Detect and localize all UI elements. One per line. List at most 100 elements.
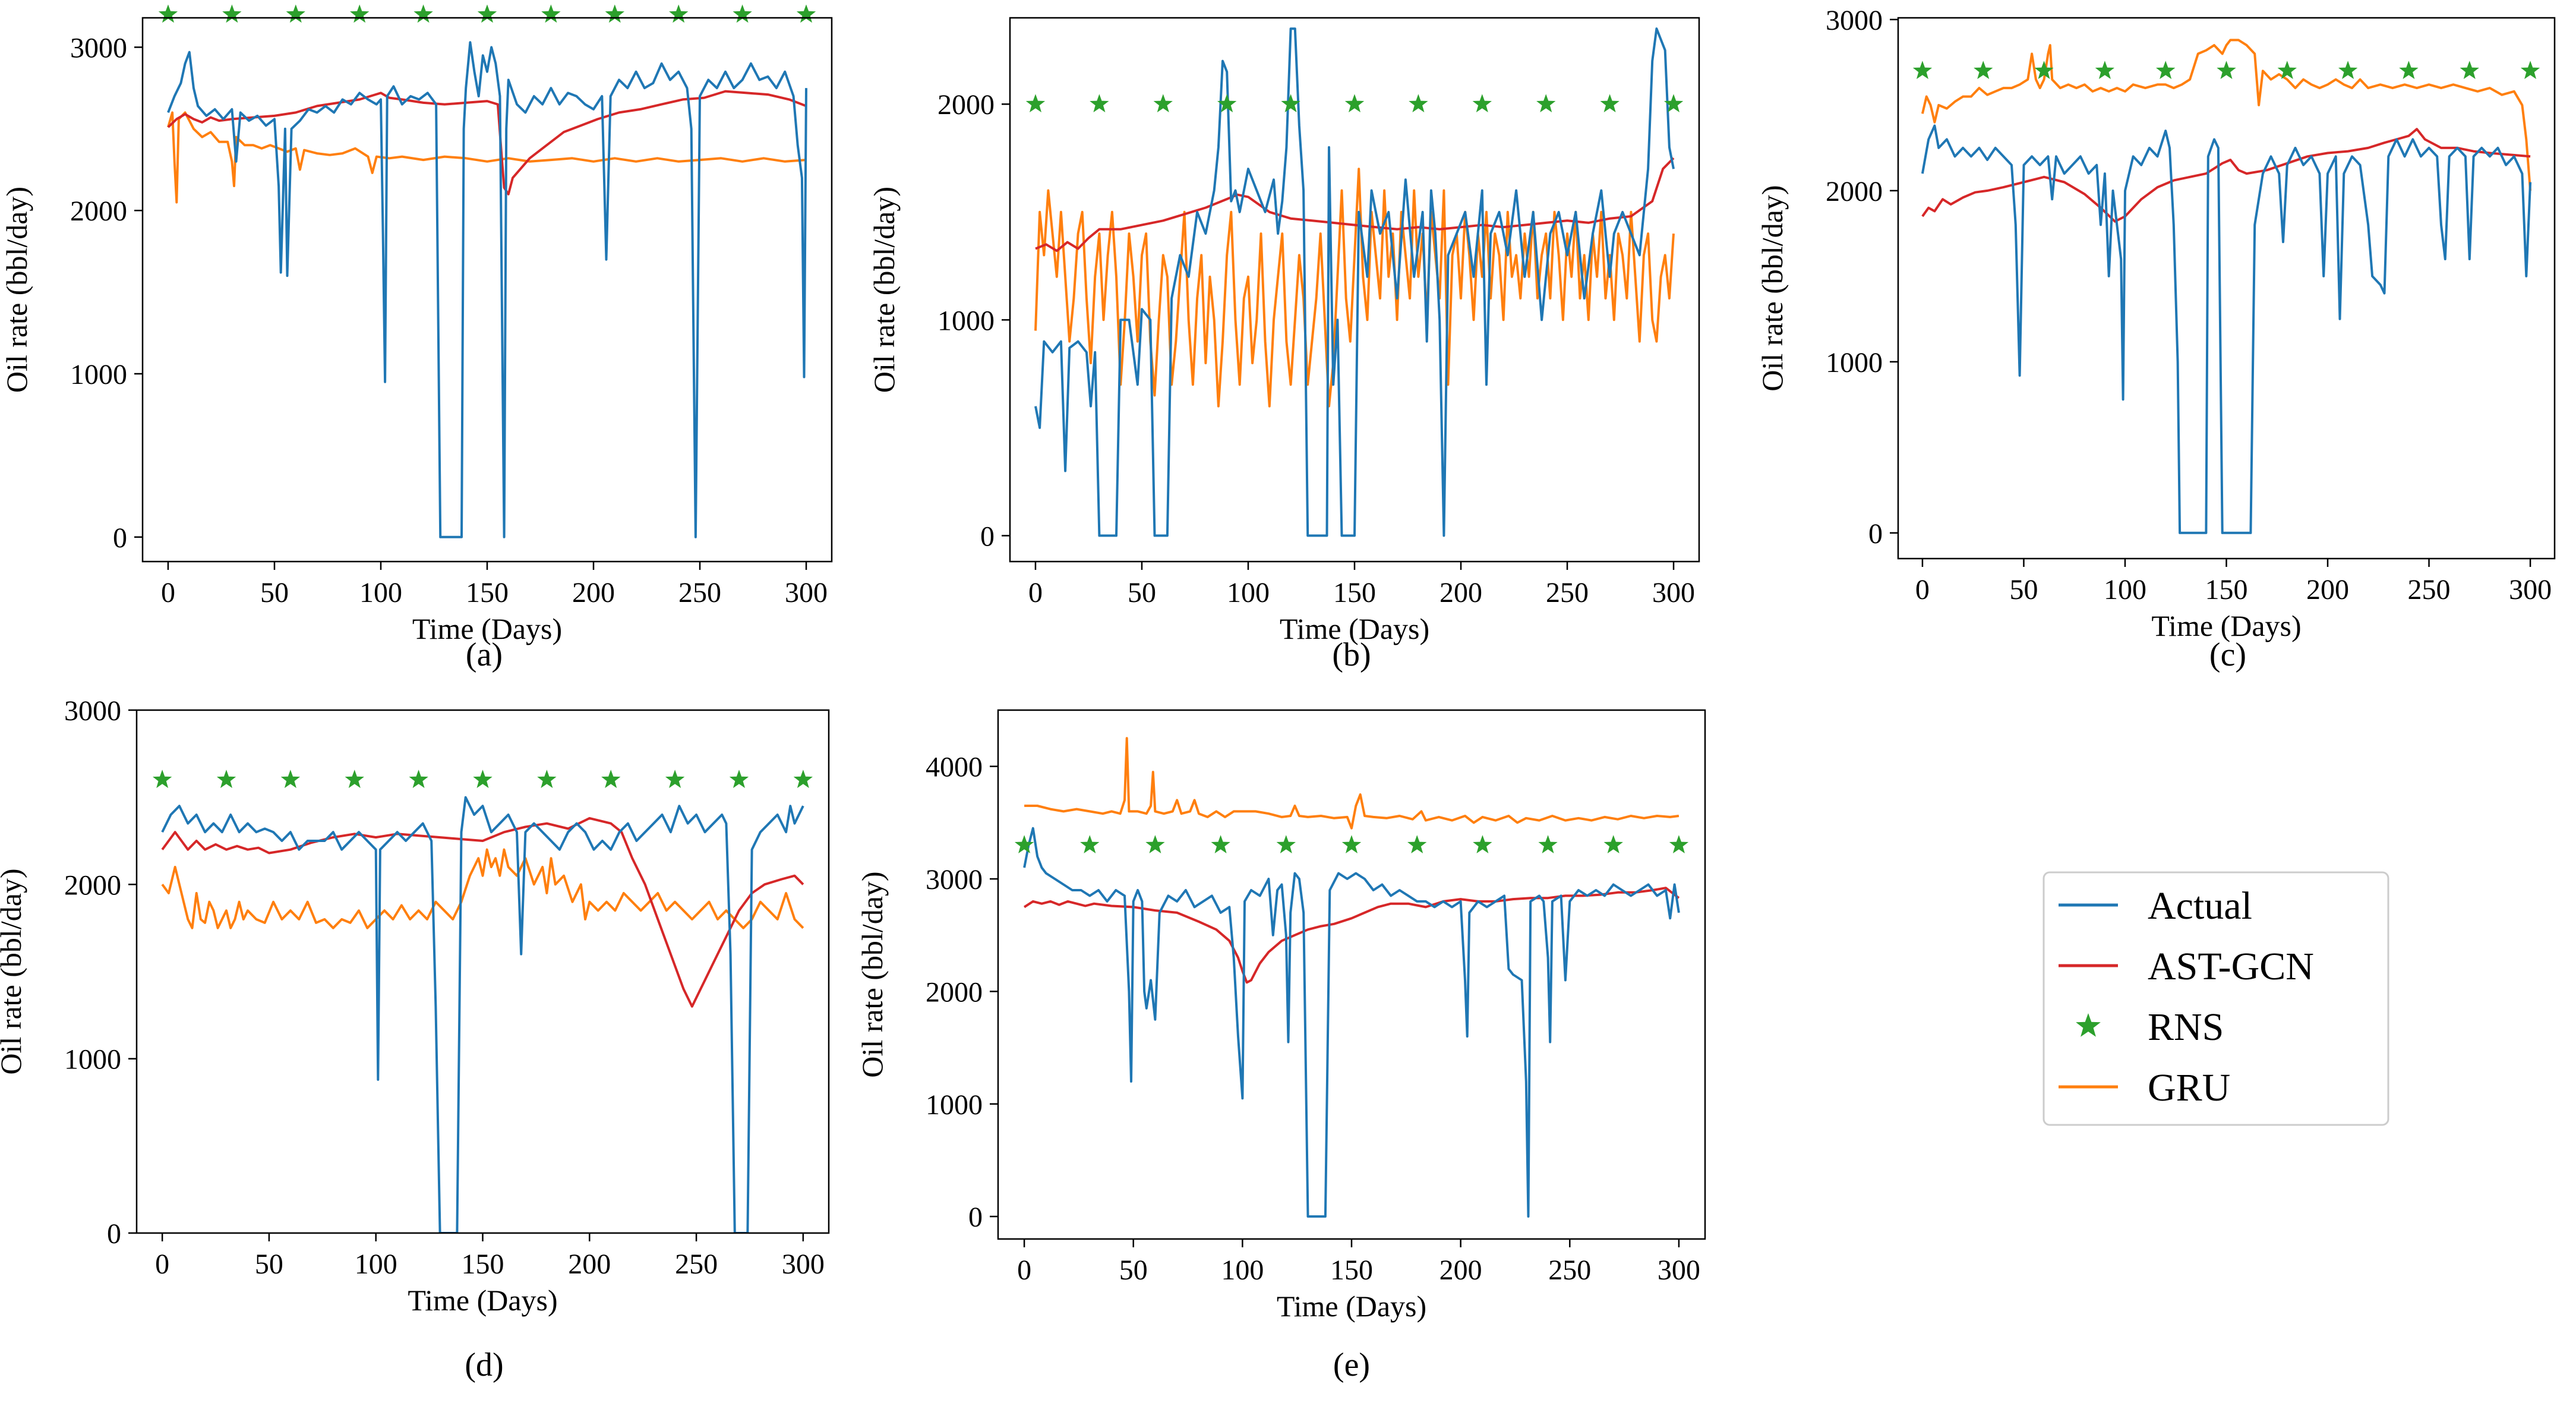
x-tick-label: 150	[1330, 1254, 1373, 1286]
y-tick-label: 0	[1868, 518, 1883, 550]
rns-marker	[1276, 835, 1296, 853]
x-tick-label: 50	[1128, 577, 1156, 609]
y-tick-label: 1000	[64, 1044, 121, 1076]
series-gru-line	[1921, 39, 2532, 191]
x-tick-label: 200	[2306, 574, 2349, 606]
x-tick-label: 0	[161, 577, 175, 609]
rns-marker	[153, 770, 172, 789]
panel-e: 0 50 100 150 200 250 30001000200030004000Time …	[855, 709, 1706, 1383]
y-axis-label: Oil rate (bbl/day)	[0, 868, 27, 1074]
rns-marker	[796, 4, 816, 23]
plot-area	[167, 41, 807, 538]
rns-marker	[280, 770, 301, 789]
rns-marker	[1600, 94, 1620, 112]
y-tick-label: 0	[113, 522, 127, 554]
series-actual-line	[167, 41, 807, 538]
x-axis-label: Time (Days)	[1280, 612, 1429, 645]
x-tick-label: 150	[466, 577, 509, 609]
rns-marker	[2520, 61, 2540, 79]
series-gru-line	[1024, 737, 1680, 830]
rns-marker	[2034, 61, 2054, 79]
x-tick-label: 200	[1439, 577, 1482, 609]
x-tick-label: 50	[1119, 1254, 1148, 1286]
x-axis-label: Time (Days)	[1277, 1290, 1426, 1323]
x-tick-label: 250	[2408, 574, 2451, 606]
series-ast-gcn-line	[1921, 128, 2531, 223]
rns-marker	[1344, 94, 1365, 112]
rns-marker	[665, 770, 685, 789]
series-gru-line	[161, 848, 804, 929]
plot-area	[1921, 39, 2532, 534]
rns-marker	[2095, 61, 2114, 79]
x-tick-label: 100	[1221, 1254, 1264, 1286]
rns-marker	[1014, 835, 1034, 853]
y-tick-label: 3000	[64, 695, 121, 727]
y-tick-label: 2000	[64, 869, 121, 901]
rns-marker	[222, 4, 242, 23]
rns-marker	[345, 770, 364, 789]
x-tick-label: 50	[260, 577, 289, 609]
axes-frame	[997, 709, 1706, 1240]
panel-caption: (c)	[2209, 636, 2246, 673]
rns-marker	[1473, 835, 1492, 853]
rns-marker	[1536, 94, 1556, 112]
rns-marker	[541, 4, 561, 23]
x-tick-label: 250	[1546, 577, 1589, 609]
rns-marker	[2460, 61, 2479, 79]
legend-label: AST-GCN	[2148, 945, 2314, 988]
rns-marker	[1217, 94, 1237, 112]
x-axis-label: Time (Days)	[412, 612, 562, 645]
series-ast-gcn-line	[1035, 157, 1675, 253]
y-axis-label: Oil rate (bbl/day)	[0, 187, 33, 393]
panel-caption: (a)	[466, 636, 503, 673]
rns-marker	[286, 4, 305, 23]
x-tick-label: 300	[785, 577, 828, 609]
rns-marker	[537, 770, 557, 789]
rns-marker	[409, 770, 428, 789]
rns-marker	[733, 4, 752, 23]
rns-marker	[793, 770, 813, 789]
x-tick-label: 200	[572, 577, 615, 609]
rns-marker	[669, 4, 689, 23]
rns-marker	[729, 770, 749, 789]
series-gru-line	[167, 111, 807, 204]
x-tick-label: 300	[2509, 574, 2552, 606]
x-tick-label: 0	[1017, 1254, 1031, 1286]
x-tick-label: 50	[2009, 574, 2038, 606]
rns-marker	[473, 770, 493, 789]
x-tick-label: 300	[1658, 1254, 1700, 1286]
panel-caption: (d)	[465, 1347, 503, 1383]
legend-label: RNS	[2148, 1005, 2224, 1049]
axes-frame	[141, 17, 833, 563]
rns-marker	[158, 4, 178, 23]
x-tick-label: 150	[1333, 577, 1376, 609]
rns-marker	[216, 770, 236, 789]
rns-marker	[2217, 61, 2236, 79]
x-tick-label: 100	[355, 1248, 397, 1280]
legend-label: GRU	[2148, 1066, 2230, 1109]
rns-marker	[1663, 94, 1684, 112]
rns-marker	[605, 4, 624, 23]
x-tick-label: 100	[2104, 574, 2146, 606]
y-tick-label: 2000	[1826, 176, 1883, 207]
y-tick-label: 2000	[70, 196, 127, 227]
rns-marker	[1145, 835, 1165, 853]
rns-marker	[350, 4, 370, 23]
series-actual-line	[161, 796, 804, 1233]
rns-marker	[1603, 835, 1623, 853]
y-axis-label: Oil rate (bbl/day)	[867, 187, 901, 393]
panel-caption: (b)	[1332, 636, 1371, 673]
legend-star-swatch	[2076, 1013, 2101, 1037]
legend-item-actual: Actual	[2059, 884, 2252, 928]
rns-marker	[1341, 835, 1362, 853]
rns-marker	[1912, 61, 1933, 79]
x-tick-label: 300	[782, 1248, 825, 1280]
rns-marker	[2277, 61, 2297, 79]
x-tick-label: 250	[1548, 1254, 1591, 1286]
x-tick-label: 250	[678, 577, 721, 609]
x-tick-label: 300	[1652, 577, 1695, 609]
